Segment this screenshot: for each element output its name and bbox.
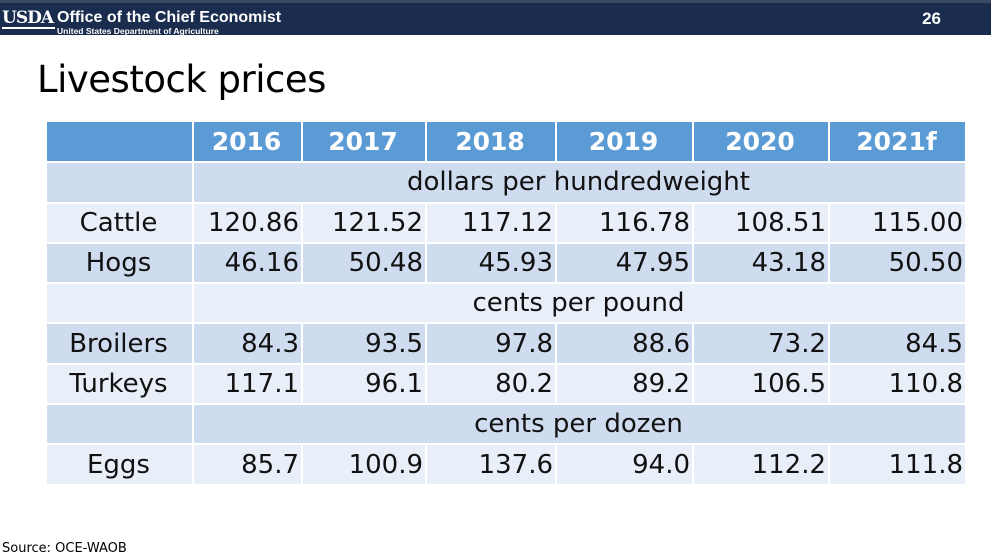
- slide-title: Livestock prices: [37, 58, 326, 101]
- unit-row-spacer: [47, 404, 194, 445]
- table-cell: 106.5: [693, 363, 830, 405]
- table-cell: 88.6: [556, 323, 694, 364]
- table-cell: 93.5: [302, 323, 427, 364]
- table-cell: 120.86: [193, 202, 303, 243]
- row-label: Hogs: [47, 242, 194, 284]
- table-cell: 84.5: [829, 323, 967, 364]
- table-cell: 121.52: [302, 202, 427, 243]
- table-cell: 84.3: [193, 323, 303, 364]
- table-cell: 45.93: [426, 242, 557, 284]
- unit-row: cents per dozen: [47, 404, 967, 445]
- table-cell: 46.16: [193, 242, 303, 284]
- table-cell: 96.1: [302, 363, 427, 405]
- table-cell: 111.8: [829, 444, 967, 485]
- usda-logo-text: USDA: [2, 8, 56, 29]
- unit-row: dollars per hundredweight: [47, 162, 967, 203]
- table-cell: 43.18: [693, 242, 830, 284]
- slide-number: 26: [922, 9, 941, 28]
- department-name: United States Department of Agriculture: [57, 26, 219, 36]
- header-underline: [0, 35, 344, 37]
- column-header: 2021f: [829, 122, 967, 163]
- table-cell: 115.00: [829, 202, 967, 243]
- column-header: 2017: [302, 122, 427, 163]
- usda-logo: USDA Office of the Chief Economist Unite…: [2, 7, 281, 36]
- unit-label: cents per pound: [193, 283, 967, 324]
- table-cell: 73.2: [693, 323, 830, 364]
- table-header-row: 2016 2017 2018 2019 2020 2021f: [47, 122, 967, 163]
- table-cell: 85.7: [193, 444, 303, 485]
- table-row: Broilers 84.3 93.5 97.8 88.6 73.2 84.5: [47, 323, 967, 364]
- column-header: 2019: [556, 122, 694, 163]
- unit-row-spacer: [47, 162, 194, 203]
- table-cell: 112.2: [693, 444, 830, 485]
- table-cell: 116.78: [556, 202, 694, 243]
- source-note: Source: OCE-WAOB: [2, 541, 127, 556]
- table-row: Cattle 120.86 121.52 117.12 116.78 108.5…: [47, 202, 967, 243]
- livestock-prices-table: 2016 2017 2018 2019 2020 2021f dollars p…: [47, 122, 967, 486]
- column-header: 2016: [193, 122, 303, 163]
- office-name: Office of the Chief Economist: [57, 9, 282, 26]
- unit-row: cents per pound: [47, 283, 967, 324]
- table-cell: 50.48: [302, 242, 427, 284]
- table-cell: 117.1: [193, 363, 303, 405]
- table-cell: 110.8: [829, 363, 967, 405]
- table-cell: 117.12: [426, 202, 557, 243]
- column-header: [47, 122, 194, 163]
- table-row: Hogs 46.16 50.48 45.93 47.95 43.18 50.50: [47, 242, 967, 284]
- row-label: Eggs: [47, 444, 194, 485]
- table-row: Turkeys 117.1 96.1 80.2 89.2 106.5 110.8: [47, 363, 967, 405]
- table-cell: 47.95: [556, 242, 694, 284]
- column-header: 2020: [693, 122, 830, 163]
- table-cell: 97.8: [426, 323, 557, 364]
- unit-row-spacer: [47, 283, 194, 324]
- row-label: Broilers: [47, 323, 194, 364]
- table-cell: 80.2: [426, 363, 557, 405]
- table-cell: 137.6: [426, 444, 557, 485]
- table-cell: 108.51: [693, 202, 830, 243]
- row-label: Turkeys: [47, 363, 194, 405]
- table-cell: 50.50: [829, 242, 967, 284]
- unit-label: dollars per hundredweight: [193, 162, 967, 203]
- table-cell: 94.0: [556, 444, 694, 485]
- table-row: Eggs 85.7 100.9 137.6 94.0 112.2 111.8: [47, 444, 967, 485]
- row-label: Cattle: [47, 202, 194, 243]
- office-block: Office of the Chief Economist United Sta…: [57, 9, 281, 36]
- header-bar: USDA Office of the Chief Economist Unite…: [0, 0, 991, 37]
- unit-label: cents per dozen: [193, 404, 967, 445]
- column-header: 2018: [426, 122, 557, 163]
- table-cell: 100.9: [302, 444, 427, 485]
- table-cell: 89.2: [556, 363, 694, 405]
